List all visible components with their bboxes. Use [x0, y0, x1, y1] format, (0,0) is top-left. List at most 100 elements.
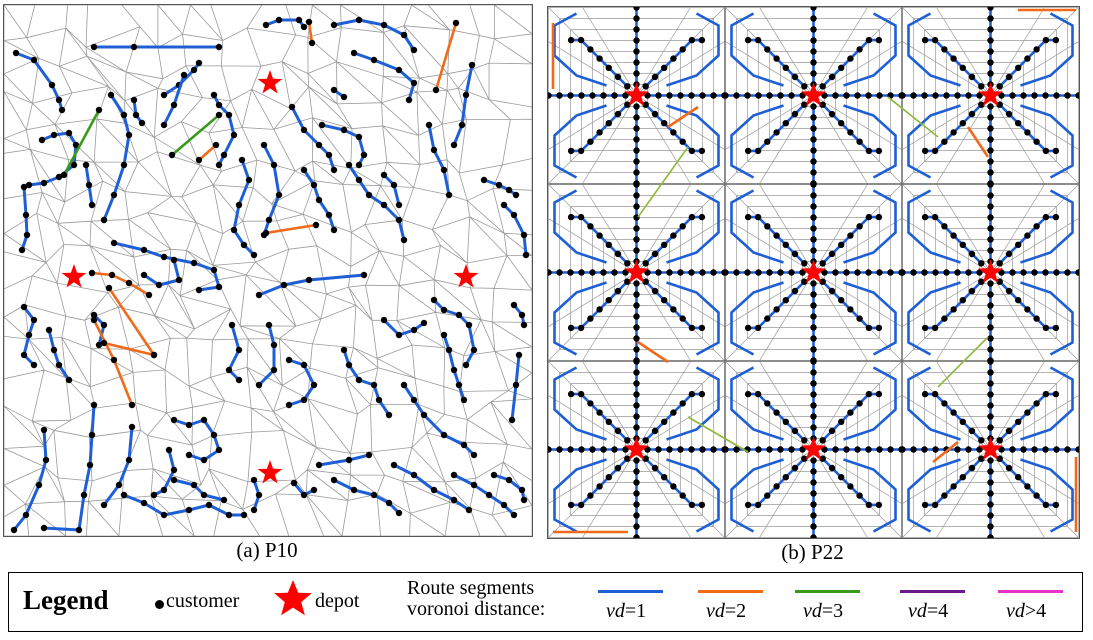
- customer-dot: [679, 315, 686, 322]
- customer-dot: [766, 92, 773, 99]
- customer-dot: [190, 481, 198, 489]
- customer-dot: [810, 468, 817, 475]
- customer-dot: [965, 92, 972, 99]
- customer-dot: [921, 147, 929, 155]
- customer-dot: [950, 129, 957, 136]
- customer-dot: [688, 92, 695, 99]
- customer-dot: [710, 446, 717, 453]
- customer-dot: [220, 496, 228, 504]
- customer-dot: [140, 246, 148, 254]
- customer-dot: [420, 411, 428, 419]
- customer-dot: [875, 147, 883, 155]
- customer-dot: [987, 501, 994, 508]
- customer-dot: [1042, 390, 1050, 398]
- customer-dot: [460, 441, 468, 449]
- customer-dot: [510, 301, 518, 309]
- route-segment: [553, 366, 607, 441]
- customer-dot: [250, 506, 258, 514]
- customer-dot: [614, 287, 622, 295]
- customer-dot: [270, 341, 278, 349]
- customer-dot: [548, 92, 552, 99]
- customer-dot: [614, 73, 622, 81]
- customer-dot: [968, 287, 976, 295]
- customer-dot: [633, 181, 640, 188]
- customer-dot: [865, 147, 873, 155]
- customer-dot: [987, 181, 994, 188]
- customer-dot: [791, 250, 799, 258]
- customer-dot: [633, 103, 640, 110]
- route-segment: [730, 12, 784, 87]
- customer-dot: [633, 457, 640, 464]
- customer-dot: [605, 64, 612, 71]
- customer-dot: [754, 36, 762, 44]
- customer-dot: [48, 81, 56, 89]
- customer-dot: [200, 416, 208, 424]
- route-segment: [47, 329, 71, 381]
- route-segment: [553, 189, 607, 264]
- customer-dot: [405, 96, 413, 104]
- customer-dot: [40, 179, 48, 187]
- customer-dot: [978, 83, 985, 90]
- caption-p10: (a) P10: [236, 538, 298, 562]
- panel-p22: [547, 6, 1080, 539]
- route-segment: [162, 74, 186, 126]
- customer-dot: [810, 369, 817, 376]
- route-segment: [843, 104, 897, 179]
- customer-dot: [633, 346, 640, 353]
- customer-dot: [754, 390, 762, 398]
- customer-dot: [215, 283, 223, 291]
- customer-dot: [190, 259, 198, 267]
- customer-dot: [642, 260, 649, 267]
- customer-dot: [810, 291, 817, 298]
- customer-dot: [744, 269, 751, 276]
- customer-dot: [764, 46, 771, 53]
- customer-dot: [828, 73, 836, 81]
- customer-dot: [996, 260, 1003, 267]
- route-segment: [666, 12, 720, 87]
- customer-dot: [651, 464, 659, 472]
- customer-dot: [587, 223, 594, 230]
- customer-dot: [633, 37, 640, 44]
- customer-dot: [931, 390, 939, 398]
- legend-label-vd3: vd=3: [803, 600, 844, 622]
- customer-dot: [462, 361, 470, 369]
- customer-dot: [782, 120, 789, 127]
- customer-dot: [810, 59, 817, 66]
- customer-dot: [577, 501, 585, 509]
- customer-dot: [810, 37, 817, 44]
- route-segment: [966, 126, 990, 158]
- customer-dot: [987, 59, 994, 66]
- customer-dot: [462, 91, 470, 99]
- customer-dot: [847, 306, 854, 313]
- route-segment: [907, 458, 961, 533]
- customer-dot: [440, 306, 448, 314]
- customer-dot: [130, 96, 138, 104]
- customer-dot: [633, 490, 640, 497]
- route-segment: [43, 404, 96, 532]
- customer-dot: [959, 241, 966, 248]
- customer-dot: [832, 446, 839, 453]
- customer-dot: [821, 446, 828, 453]
- customer-dot: [567, 324, 575, 332]
- customer-dot: [200, 491, 208, 499]
- route-segment: [493, 473, 526, 501]
- customer-dot: [968, 464, 976, 472]
- customer-dot: [50, 346, 58, 354]
- customer-dot: [160, 253, 168, 261]
- customer-dot: [30, 56, 38, 64]
- customer-dot: [1075, 446, 1079, 453]
- customer-dot: [375, 396, 383, 404]
- customer-dot: [661, 418, 668, 425]
- customer-dot: [577, 324, 585, 332]
- customer-dot: [82, 161, 90, 169]
- customer-dot: [567, 269, 574, 276]
- customer-dot: [931, 36, 939, 44]
- customer-dot: [819, 455, 826, 462]
- customer-dot: [670, 483, 677, 490]
- customer-dot: [1005, 73, 1013, 81]
- customer-dot: [856, 223, 863, 230]
- customer-dot: [577, 36, 585, 44]
- customer-dot: [185, 506, 193, 514]
- customer-dot: [410, 326, 418, 334]
- customer-dot: [587, 138, 594, 145]
